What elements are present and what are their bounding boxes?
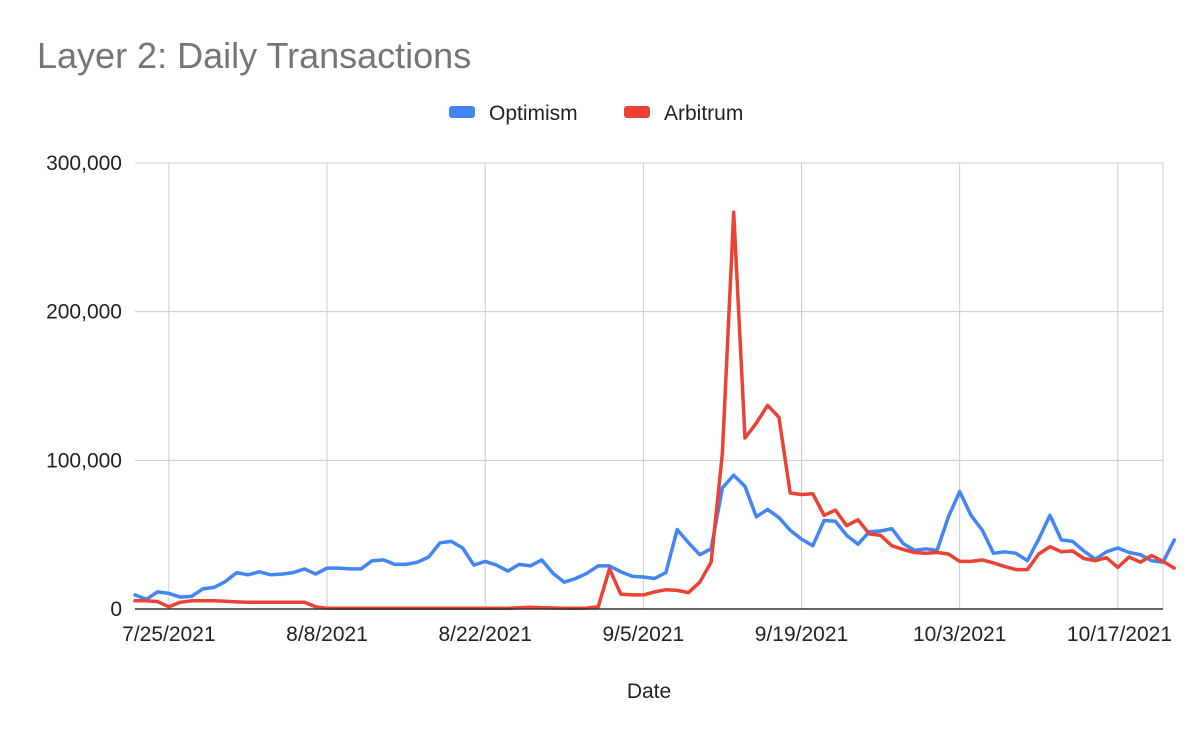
legend-swatch-optimism	[449, 106, 475, 118]
x-axis-ticks: 7/25/2021 8/8/2021 8/22/2021 9/5/2021 9/19/2…	[122, 623, 1172, 646]
x-tick-label: 9/5/2021	[602, 623, 684, 646]
y-axis-ticks: 0 100,000 200,000 300,000	[46, 152, 122, 621]
legend-label-optimism: Optimism	[489, 102, 578, 125]
series-lines	[133, 210, 1177, 611]
chart-title: Layer 2: Daily Transactions	[37, 35, 471, 76]
y-tick-label: 100,000	[46, 449, 122, 472]
series-line-optimism	[133, 473, 1177, 602]
y-tick-label: 200,000	[46, 301, 122, 324]
grid	[135, 162, 1164, 609]
x-tick-label: 8/8/2021	[286, 623, 368, 646]
series-line-arbitrum	[133, 210, 1177, 611]
x-axis-title: Date	[627, 680, 671, 703]
x-tick-label: 10/17/2021	[1067, 623, 1172, 646]
y-tick-label: 300,000	[46, 152, 122, 175]
legend-label-arbitrum: Arbitrum	[664, 102, 743, 125]
x-tick-label: 7/25/2021	[122, 623, 215, 646]
legend-swatch-arbitrum	[624, 106, 650, 118]
x-tick-label: 8/22/2021	[438, 623, 531, 646]
x-tick-label: 10/3/2021	[913, 623, 1006, 646]
y-tick-label: 0	[110, 598, 122, 621]
legend: Optimism Arbitrum	[449, 102, 743, 125]
x-tick-label: 9/19/2021	[755, 623, 848, 646]
